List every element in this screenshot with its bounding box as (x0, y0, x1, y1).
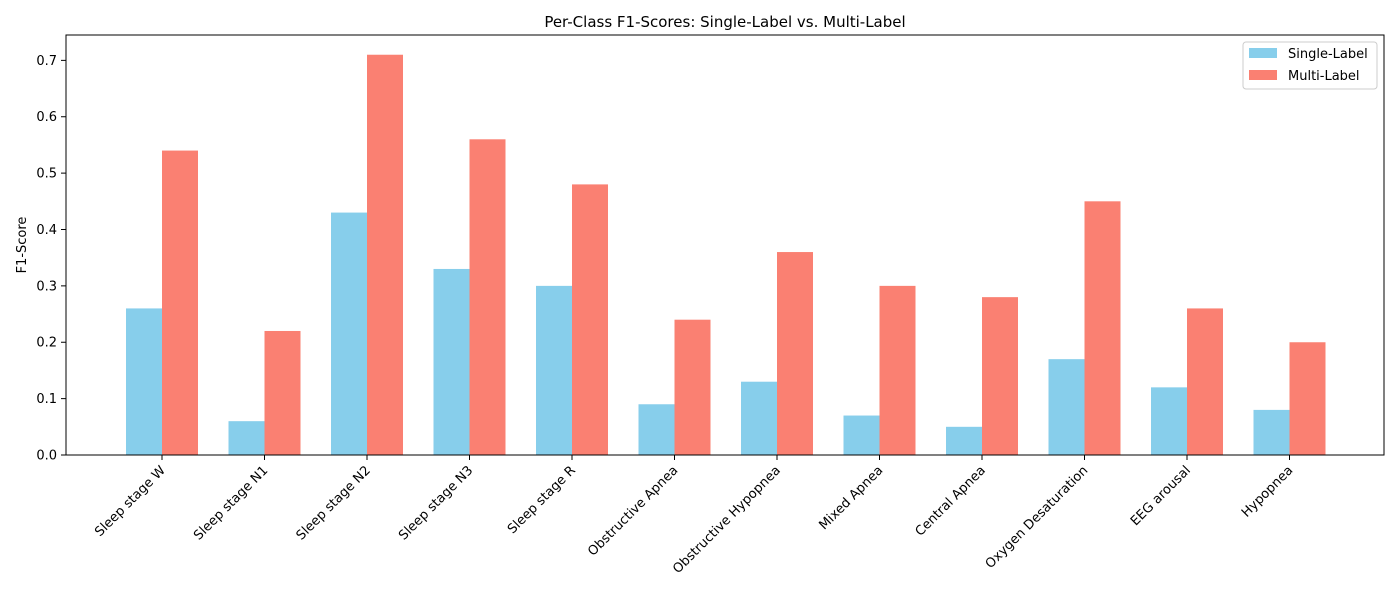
chart-title: Per-Class F1-Scores: Single-Label vs. Mu… (544, 13, 905, 31)
y-tick-label-3: 0.3 (36, 279, 57, 294)
x-tick-label-9: Oxygen Desaturation (983, 463, 1092, 572)
bar-multi-11 (1289, 342, 1326, 455)
y-tick-label-1: 0.1 (36, 392, 57, 407)
bar-single-2 (331, 212, 367, 455)
bar-multi-3 (469, 139, 506, 456)
x-tick-label-4: Sleep stage R (505, 463, 579, 537)
bar-single-4 (536, 285, 572, 455)
legend-label-1: Multi-Label (1288, 69, 1360, 84)
x-tick-label-7: Mixed Apnea (816, 463, 886, 533)
y-tick-label-4: 0.4 (36, 223, 57, 238)
bar-single-3 (433, 268, 470, 455)
bar-multi-2 (367, 54, 403, 456)
x-tick-label-5: Obstructive Apnea (585, 463, 681, 559)
bars-group (126, 54, 1326, 456)
bar-multi-6 (777, 252, 813, 455)
x-tick-label-3: Sleep stage N3 (396, 463, 476, 543)
x-ticks-group: Sleep stage W Sleep stage N1 Sleep stage N… (92, 455, 1296, 577)
y-tick-label-0: 0.0 (36, 449, 57, 464)
bar-single-6 (741, 381, 777, 455)
bar-multi-8 (982, 297, 1018, 455)
x-tick-label-0: Sleep stage W (92, 463, 169, 540)
x-tick-label-6: Obstructive Hypopnea (670, 463, 784, 577)
bar-single-5 (638, 404, 675, 455)
legend-swatch-1 (1249, 70, 1277, 80)
bar-multi-0 (162, 150, 198, 455)
bar-multi-9 (1084, 201, 1121, 455)
y-tick-label-6: 0.6 (36, 110, 57, 125)
y-tick-label-5: 0.5 (36, 167, 57, 182)
y-tick-label-2: 0.2 (36, 336, 57, 351)
legend-swatch-0 (1249, 48, 1277, 58)
bar-single-9 (1048, 359, 1085, 455)
y-tick-label-7: 0.7 (36, 54, 57, 69)
bar-single-8 (946, 426, 982, 455)
bar-multi-10 (1187, 308, 1223, 455)
legend-label-0: Single-Label (1288, 47, 1368, 62)
x-tick-label-10: EEG arousal (1128, 463, 1194, 529)
bar-single-7 (843, 415, 880, 455)
legend: Single-Label Multi-Label (1242, 41, 1378, 90)
x-tick-label-1: Sleep stage N1 (191, 463, 271, 543)
bar-single-1 (228, 421, 265, 455)
bar-single-11 (1253, 409, 1290, 455)
bar-single-10 (1151, 387, 1187, 455)
x-tick-label-2: Sleep stage N2 (294, 463, 374, 543)
x-tick-label-8: Central Apnea (913, 463, 989, 539)
x-tick-label-11: Hypopnea (1239, 463, 1296, 520)
plot-frame (65, 34, 1385, 456)
bar-single-0 (126, 308, 162, 455)
y-axis-label: F1-Score (15, 217, 30, 274)
y-ticks-group: 0.0 0.1 0.2 0.3 0.4 0.5 0.6 0.7 (36, 54, 66, 464)
bar-multi-4 (572, 184, 608, 455)
bar-multi-5 (674, 319, 711, 455)
bar-multi-7 (879, 285, 916, 455)
bar-multi-1 (264, 330, 301, 455)
